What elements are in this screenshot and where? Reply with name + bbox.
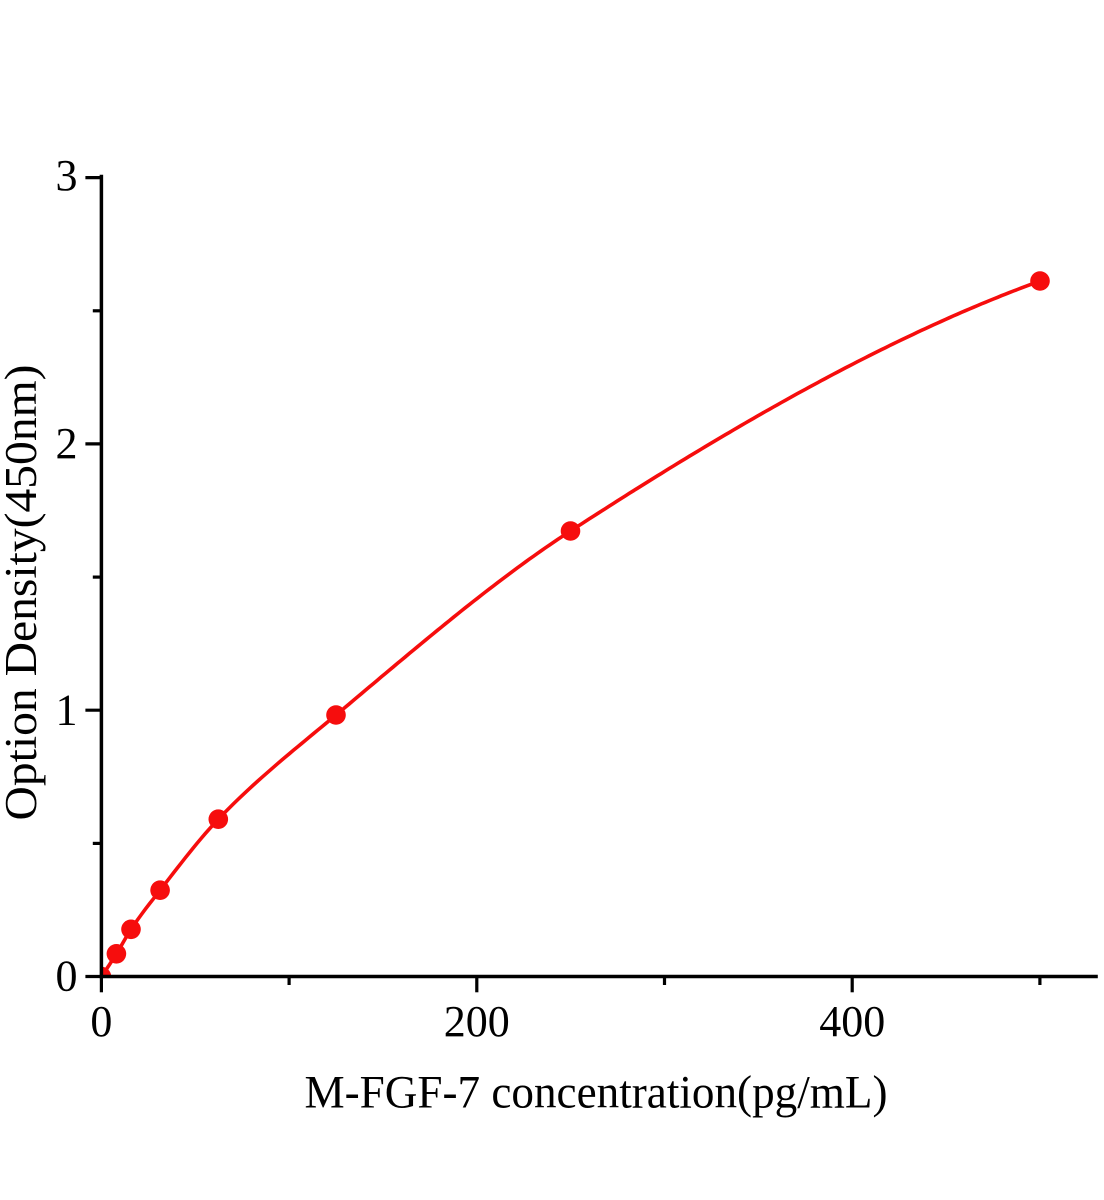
svg-text:1: 1 [56, 685, 78, 734]
svg-text:Option Density(450nm): Option Density(450nm) [0, 365, 46, 821]
svg-text:0: 0 [56, 952, 78, 1001]
svg-text:400: 400 [819, 997, 885, 1046]
svg-text:M-FGF-7 concentration(pg/mL): M-FGF-7 concentration(pg/mL) [305, 1067, 888, 1119]
svg-text:0: 0 [90, 997, 112, 1046]
svg-text:3: 3 [56, 151, 78, 200]
svg-text:2: 2 [56, 419, 78, 468]
svg-text:200: 200 [444, 997, 510, 1046]
